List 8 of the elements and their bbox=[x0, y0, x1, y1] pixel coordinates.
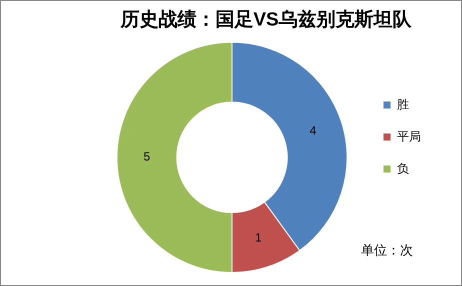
legend-label: 负 bbox=[397, 161, 409, 176]
data-label: 1 bbox=[254, 230, 262, 245]
data-label: 4 bbox=[310, 123, 317, 138]
legend-label: 平局 bbox=[397, 129, 421, 144]
text: 单位：次 bbox=[361, 242, 413, 258]
chart-title: 历史战绩：国足VS乌兹别克斯坦队 bbox=[119, 8, 413, 31]
legend-label: 胜 bbox=[397, 97, 409, 112]
data-label: 5 bbox=[143, 150, 150, 164]
